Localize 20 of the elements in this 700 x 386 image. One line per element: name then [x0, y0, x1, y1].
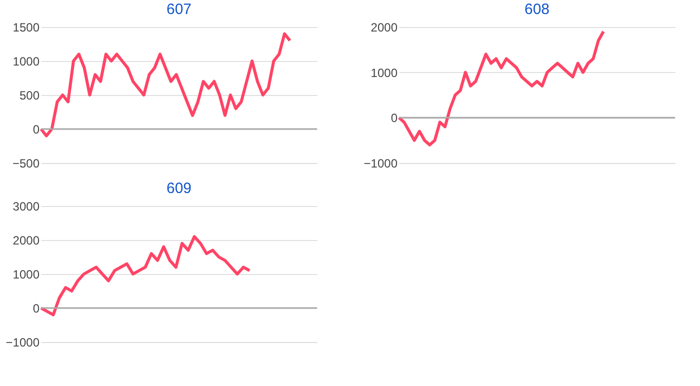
chart-title: 607: [166, 1, 192, 18]
y-tick-label: 3000: [12, 200, 40, 214]
y-tick-label: −1000: [364, 156, 398, 170]
y-tick-label: 0: [390, 111, 398, 126]
line-series: [40, 32, 292, 138]
y-tick-label: −1000: [6, 336, 40, 350]
y-tick-label: 1000: [12, 268, 40, 282]
chart-title: 608: [524, 1, 550, 18]
y-tick-label: 1000: [12, 54, 40, 68]
y-tick-label: 500: [19, 88, 40, 102]
y-tick-label: 2000: [12, 234, 40, 248]
y-tick-label: −500: [12, 156, 40, 170]
line-series: [40, 235, 252, 316]
chart-title: 609: [166, 180, 192, 197]
y-tick-label: 2000: [370, 20, 398, 34]
line-series: [398, 30, 605, 146]
y-tick-label: 1500: [12, 20, 40, 34]
y-tick-label: 1000: [370, 66, 398, 80]
y-tick-label: 0: [32, 122, 40, 136]
y-tick-label: 0: [32, 302, 40, 316]
